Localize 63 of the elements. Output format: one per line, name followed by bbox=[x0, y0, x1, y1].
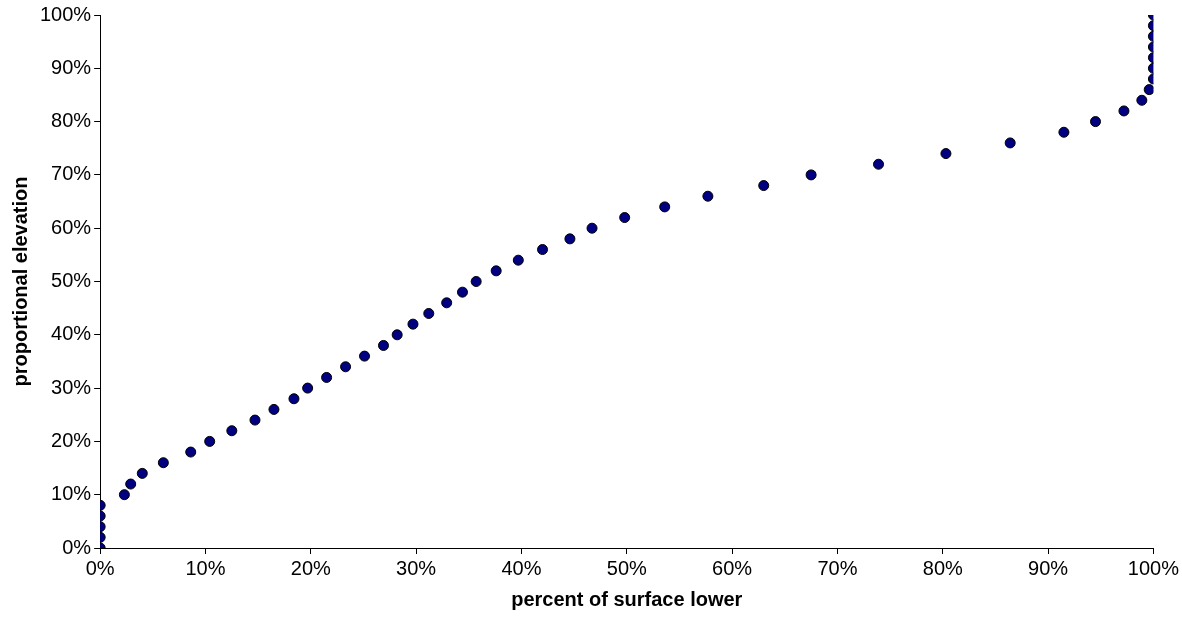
x-tick-label: 100% bbox=[1127, 556, 1180, 579]
point bbox=[659, 201, 671, 213]
point bbox=[157, 457, 169, 469]
point bbox=[125, 478, 137, 490]
point bbox=[321, 371, 333, 383]
point bbox=[1089, 116, 1101, 128]
x-tick-label: 20% bbox=[290, 556, 332, 579]
point bbox=[185, 446, 197, 458]
x-tick-label: 40% bbox=[501, 556, 542, 579]
y-tick-label: 40% bbox=[51, 322, 92, 345]
point bbox=[940, 148, 952, 160]
point bbox=[249, 414, 261, 426]
x-tick-label: 50% bbox=[606, 556, 648, 579]
y-axis-title: proportional elevation bbox=[8, 176, 31, 387]
y-tick-label: 100% bbox=[40, 2, 92, 25]
point bbox=[423, 307, 435, 319]
point bbox=[1004, 137, 1016, 149]
point bbox=[586, 222, 598, 234]
x-tick-label: 80% bbox=[922, 556, 963, 579]
point bbox=[490, 265, 502, 277]
y-tick-label: 50% bbox=[51, 269, 92, 292]
point bbox=[136, 467, 148, 479]
point bbox=[873, 158, 885, 170]
y-tick-label: 80% bbox=[51, 109, 92, 132]
x-tick-label: 90% bbox=[1028, 556, 1069, 579]
x-tick-label: 30% bbox=[396, 556, 437, 579]
point bbox=[702, 190, 714, 202]
point bbox=[407, 318, 419, 330]
point bbox=[758, 180, 770, 192]
point bbox=[377, 339, 389, 351]
x-tick-label: 0% bbox=[85, 556, 115, 579]
y-tick-label: 10% bbox=[51, 482, 92, 505]
x-axis-title: percent of surface lower bbox=[511, 587, 743, 610]
point bbox=[340, 361, 352, 373]
y-tick-label: 90% bbox=[51, 55, 92, 78]
point bbox=[391, 329, 403, 341]
y-tick-label: 30% bbox=[51, 375, 92, 398]
x-tick-label: 60% bbox=[712, 556, 753, 579]
y-tick-label: 0% bbox=[62, 535, 92, 558]
point bbox=[1058, 126, 1070, 138]
point bbox=[512, 254, 524, 266]
point bbox=[288, 393, 300, 405]
x-tick-label: 10% bbox=[185, 556, 226, 579]
point bbox=[359, 350, 371, 362]
point bbox=[805, 169, 817, 181]
point bbox=[564, 233, 576, 245]
point bbox=[619, 212, 631, 224]
y-tick-label: 20% bbox=[51, 428, 92, 451]
point bbox=[1136, 94, 1148, 106]
point bbox=[470, 276, 482, 287]
point bbox=[204, 435, 216, 447]
point bbox=[118, 489, 130, 501]
point bbox=[226, 425, 238, 437]
point bbox=[1118, 105, 1130, 117]
point bbox=[302, 382, 314, 394]
point bbox=[441, 297, 453, 309]
x-tick-label: 70% bbox=[817, 556, 858, 579]
point bbox=[1143, 84, 1154, 96]
point bbox=[268, 403, 280, 415]
point bbox=[456, 286, 468, 298]
y-tick-label: 60% bbox=[51, 215, 92, 238]
y-tick-label: 70% bbox=[51, 162, 92, 185]
point bbox=[537, 244, 549, 256]
